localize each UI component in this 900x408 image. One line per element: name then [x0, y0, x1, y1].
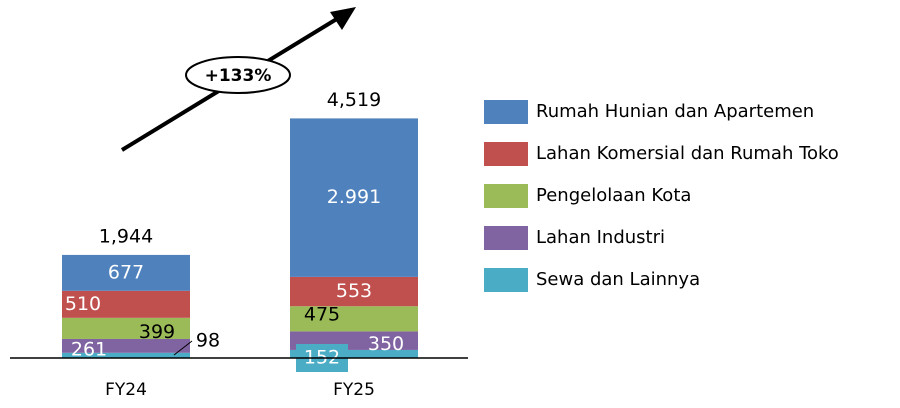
leader-line [173, 340, 193, 356]
total-label: 4,519 [327, 89, 381, 111]
legend-label: Lahan Industri [536, 227, 665, 248]
legend-label: Pengelolaan Kota [536, 185, 691, 206]
total-label: 1,944 [99, 225, 153, 247]
value-label: 98 [196, 330, 220, 352]
x-tick-label: FY24 [105, 380, 147, 400]
bar-segment [290, 118, 418, 277]
value-label: 553 [336, 280, 372, 302]
value-label: 2.991 [327, 186, 381, 208]
legend-swatch [484, 142, 528, 166]
bar-segment [62, 290, 190, 318]
value-label: 510 [65, 293, 101, 315]
annotation-bubble [185, 56, 291, 94]
legend-label: Sewa dan Lainnya [536, 269, 700, 290]
value-label: 475 [304, 303, 340, 325]
growth-arrow: +133% [120, 7, 356, 152]
value-label: 261 [71, 338, 107, 360]
legend-swatch [484, 226, 528, 250]
x-tick-label: FY25 [333, 380, 375, 400]
bar-segment [62, 338, 190, 353]
bar-segment [290, 276, 418, 307]
arrow-head [330, 7, 356, 30]
legend-label: Rumah Hunian dan Apartemen [536, 101, 814, 122]
value-label: 677 [108, 261, 144, 283]
annotation: +133% [205, 66, 272, 86]
bar-segment [62, 317, 190, 339]
legend-swatch [484, 184, 528, 208]
bar-segment [290, 349, 418, 358]
legend-swatch [484, 100, 528, 124]
legend-swatch [484, 268, 528, 292]
value-label: 399 [139, 321, 175, 343]
value-label: 350 [368, 333, 404, 355]
bar-segment [62, 352, 190, 358]
bar-segment [290, 306, 418, 332]
legend-label: Lahan Komersial dan Rumah Toko [536, 143, 839, 164]
bar-segment [62, 254, 190, 291]
